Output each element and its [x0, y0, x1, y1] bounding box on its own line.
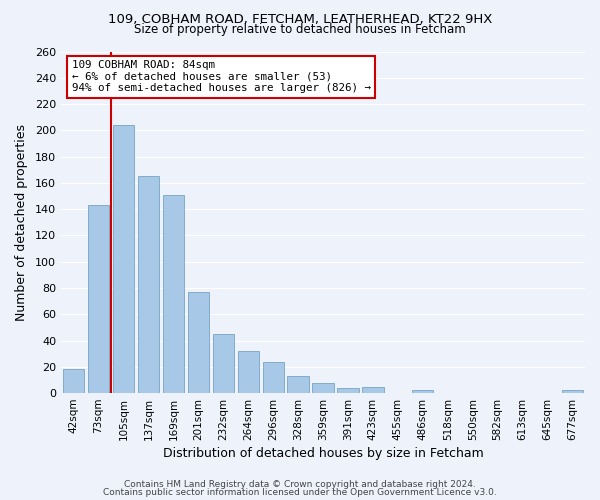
Bar: [337, 388, 359, 393]
Bar: [63, 370, 84, 393]
Y-axis label: Number of detached properties: Number of detached properties: [15, 124, 28, 321]
Bar: [188, 292, 209, 393]
Bar: [313, 382, 334, 393]
Text: Contains public sector information licensed under the Open Government Licence v3: Contains public sector information licen…: [103, 488, 497, 497]
Bar: [562, 390, 583, 393]
Bar: [238, 351, 259, 393]
Bar: [263, 362, 284, 393]
Bar: [362, 386, 383, 393]
Bar: [412, 390, 433, 393]
Bar: [88, 205, 109, 393]
Text: Contains HM Land Registry data © Crown copyright and database right 2024.: Contains HM Land Registry data © Crown c…: [124, 480, 476, 489]
Bar: [212, 334, 234, 393]
Bar: [163, 194, 184, 393]
Text: Size of property relative to detached houses in Fetcham: Size of property relative to detached ho…: [134, 22, 466, 36]
Bar: [138, 176, 159, 393]
Bar: [287, 376, 308, 393]
Text: 109, COBHAM ROAD, FETCHAM, LEATHERHEAD, KT22 9HX: 109, COBHAM ROAD, FETCHAM, LEATHERHEAD, …: [108, 12, 492, 26]
Text: 109 COBHAM ROAD: 84sqm
← 6% of detached houses are smaller (53)
94% of semi-deta: 109 COBHAM ROAD: 84sqm ← 6% of detached …: [71, 60, 371, 93]
Bar: [113, 125, 134, 393]
X-axis label: Distribution of detached houses by size in Fetcham: Distribution of detached houses by size …: [163, 447, 484, 460]
